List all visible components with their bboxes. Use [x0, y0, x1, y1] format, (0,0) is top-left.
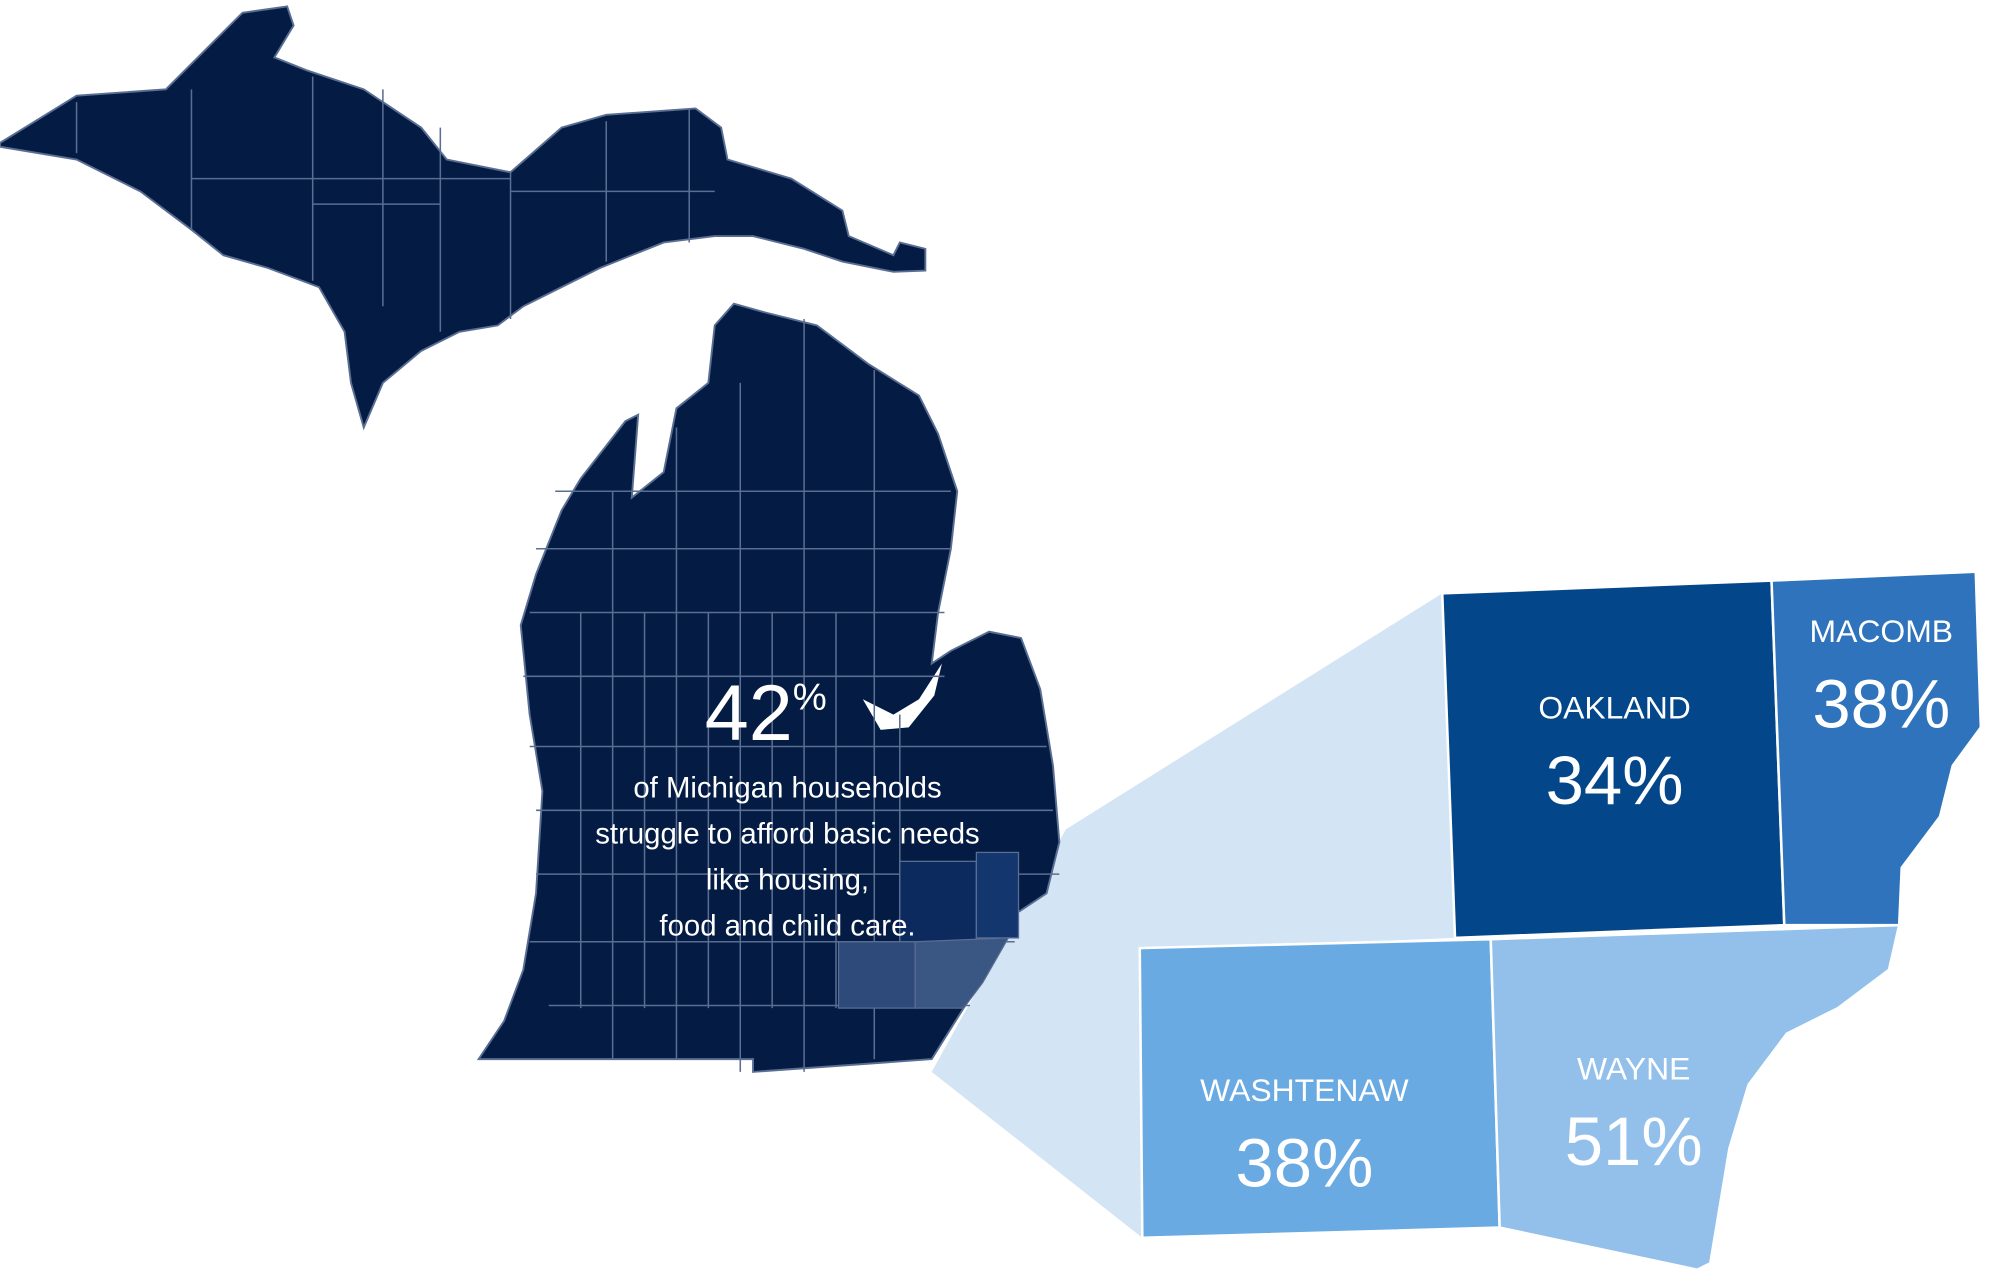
- upper-peninsula: [0, 5, 927, 431]
- county-name: OAKLAND: [1538, 689, 1690, 725]
- description-line: like housing,: [706, 863, 869, 896]
- description-line: struggle to afford basic needs: [595, 817, 979, 850]
- county-shape: [1770, 570, 1983, 927]
- headline: 42%: [705, 668, 827, 757]
- county-name: MACOMB: [1810, 613, 1954, 649]
- washtenaw-on-map: [837, 941, 916, 1009]
- macomb-on-map: [975, 851, 1020, 939]
- description-line: food and child care.: [659, 909, 915, 942]
- county-name: WASHTENAW: [1200, 1072, 1408, 1108]
- county-lines: [75, 76, 1060, 1072]
- county-value: 38%: [1812, 665, 1950, 742]
- saginaw-bay: [862, 663, 942, 730]
- county-value: 51%: [1565, 1103, 1703, 1180]
- zoom-callout: [931, 593, 1456, 1238]
- headline-number: 42: [705, 668, 793, 757]
- county-value: 34%: [1546, 742, 1684, 819]
- county-value: 38%: [1235, 1125, 1373, 1202]
- county-shape: [1489, 923, 1901, 1272]
- oakland-on-map: [899, 860, 978, 943]
- wayne-on-map: [914, 937, 1010, 1009]
- headline-suffix: %: [793, 675, 827, 718]
- description-line: of Michigan households: [633, 772, 941, 805]
- county-name: WAYNE: [1577, 1051, 1690, 1087]
